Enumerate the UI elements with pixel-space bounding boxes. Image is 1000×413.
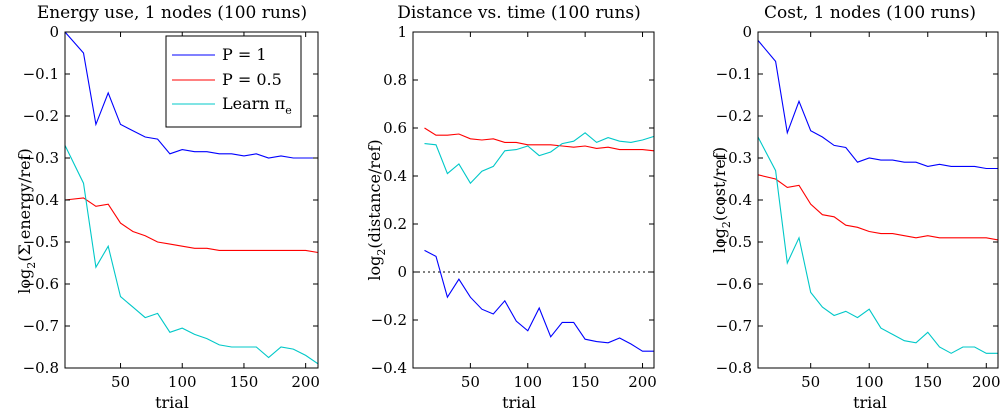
energy-ytick-label-8: −0.8 xyxy=(23,359,59,377)
legend-label-p1: P = 1 xyxy=(222,45,267,64)
distance-ytick-label-1: 0.8 xyxy=(383,71,407,89)
cost-series-p1 xyxy=(757,40,998,170)
energy-ylabel-rest: (Σ energy/ref) xyxy=(15,148,34,261)
distance-plot-frame xyxy=(412,31,655,369)
distance-ytick-label-5: 0 xyxy=(397,263,407,281)
cost-ytick-label-3: −0.3 xyxy=(716,149,752,167)
cost-ytick-label-4: −0.4 xyxy=(716,191,752,209)
cost-x-axis-label: trial xyxy=(853,393,887,412)
legend-label-learn: Learn πe xyxy=(222,94,292,117)
distance-y-axis-label: log2(distance/ref) xyxy=(365,139,388,280)
cost-ylabel-rest: (cost/ref) xyxy=(710,147,729,221)
energy-xtick-label-100: 100 xyxy=(168,373,197,391)
energy-ytick-label-3: −0.3 xyxy=(23,149,59,167)
distance-ytick-label-3: 0.4 xyxy=(383,167,407,185)
cost-ytick-label-2: −0.2 xyxy=(716,107,752,125)
cost-panel: Cost, 1 nodes (100 runs) trial log2(cost… xyxy=(710,3,1000,412)
energy-y-axis-label: log2(Σ energy/ref) xyxy=(15,148,38,293)
distance-ylabel-rest: (distance/ref) xyxy=(365,139,384,248)
distance-x-ticks: 50 100 150 200 xyxy=(461,32,657,391)
distance-ytick-label-2: 0.6 xyxy=(383,119,407,137)
distance-ytick-label-4: 0.2 xyxy=(383,215,407,233)
energy-series-p1 xyxy=(64,31,318,159)
cost-ytick-label-1: −0.1 xyxy=(716,65,752,83)
cost-ylabel-base: 2 xyxy=(720,221,733,228)
cost-xtick-label-200: 200 xyxy=(972,373,1000,391)
distance-series-p1 xyxy=(424,249,654,352)
energy-ylabel-base: 2 xyxy=(25,262,38,269)
distance-ytick-label-7: −0.4 xyxy=(371,359,407,377)
cost-series-layer xyxy=(757,40,999,354)
energy-ytick-label-7: −0.7 xyxy=(23,317,59,335)
legend: P = 1 P = 0.5 Learn πe xyxy=(165,35,302,128)
cost-ytick-label-8: −0.8 xyxy=(716,359,752,377)
cost-y-axis-label: log2(cost/ref) xyxy=(710,147,733,253)
energy-ytick-label-1: −0.1 xyxy=(23,65,59,83)
energy-ytick-label-4: −0.4 xyxy=(23,191,59,209)
energy-ylabel-log: log xyxy=(15,269,34,294)
distance-ytick-label-0: 1 xyxy=(397,23,407,41)
distance-xtick-label-150: 150 xyxy=(571,373,600,391)
distance-x-axis-label: trial xyxy=(502,393,536,412)
energy-x-ticks: 50 100 150 200 xyxy=(111,32,320,391)
distance-series-layer xyxy=(424,127,655,352)
distance-hlines xyxy=(413,31,654,273)
cost-ytick-label-6: −0.6 xyxy=(716,275,752,293)
energy-xtick-label-50: 50 xyxy=(111,373,130,391)
distance-series-p05 xyxy=(424,127,655,152)
distance-ylabel-base: 2 xyxy=(375,249,388,256)
cost-y-ticks: 0 −0.1 −0.2 −0.3 −0.4 −0.5 −0.6 −0.7 −0.8 xyxy=(716,23,998,377)
energy-series-p05 xyxy=(64,197,319,254)
energy-plot-frame xyxy=(64,31,319,369)
legend-label-learn-sub: e xyxy=(285,104,292,117)
energy-ytick-label-5: −0.5 xyxy=(23,233,59,251)
cost-x-ticks: 50 100 150 200 xyxy=(801,32,1000,391)
cost-series-p05 xyxy=(757,174,999,241)
distance-series-learn xyxy=(424,132,655,185)
legend-box xyxy=(165,35,302,128)
distance-xtick-label-200: 200 xyxy=(628,373,657,391)
energy-panel-title: Energy use, 1 nodes (100 runs) xyxy=(37,3,307,23)
cost-ylabel-log: log xyxy=(710,228,729,253)
legend-label-learn-base: Learn π xyxy=(222,94,285,113)
cost-plot-frame xyxy=(757,31,999,369)
energy-xtick-label-200: 200 xyxy=(291,373,320,391)
distance-panel-title: Distance vs. time (100 runs) xyxy=(397,3,641,23)
cost-series-learn xyxy=(757,136,998,354)
cost-ytick-label-7: −0.7 xyxy=(716,317,752,335)
energy-x-axis-label: trial xyxy=(155,393,189,412)
cost-xtick-label-100: 100 xyxy=(855,373,884,391)
energy-series-layer xyxy=(64,31,319,365)
distance-ytick-label-6: −0.2 xyxy=(371,311,407,329)
energy-ytick-label-2: −0.2 xyxy=(23,107,59,125)
energy-use-panel: Energy use, 1 nodes (100 runs) trial log… xyxy=(15,3,320,412)
cost-ytick-label-0: 0 xyxy=(742,23,752,41)
distance-ylabel-log: log xyxy=(365,256,384,281)
distance-xtick-label-50: 50 xyxy=(461,373,480,391)
cost-xtick-label-50: 50 xyxy=(801,373,820,391)
cost-panel-title: Cost, 1 nodes (100 runs) xyxy=(764,3,976,23)
cost-xtick-label-150: 150 xyxy=(913,373,942,391)
energy-xtick-label-150: 150 xyxy=(230,373,259,391)
energy-ytick-label-6: −0.6 xyxy=(23,275,59,293)
distance-xtick-label-100: 100 xyxy=(513,373,542,391)
distance-panel: Distance vs. time (100 runs) trial log2(… xyxy=(365,3,657,412)
legend-label-p05: P = 0.5 xyxy=(222,70,282,89)
cost-ytick-label-5: −0.5 xyxy=(716,233,752,251)
energy-series-learn xyxy=(64,145,319,365)
energy-ytick-label-0: 0 xyxy=(49,23,59,41)
distance-y-ticks: 1 0.8 0.6 0.4 0.2 0 −0.2 −0.4 xyxy=(371,23,654,377)
